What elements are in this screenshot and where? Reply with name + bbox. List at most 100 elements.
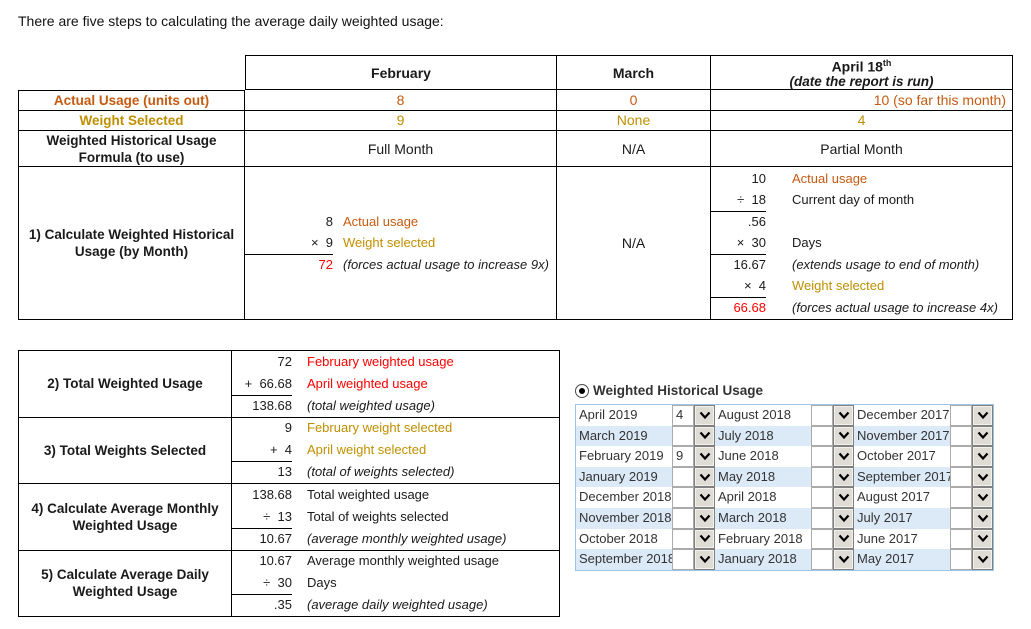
dropdown-button[interactable] [833,549,854,570]
month-label: March 2018 [718,509,787,525]
dropdown-button[interactable] [972,425,993,447]
weight-value-box[interactable] [950,466,972,488]
dropdown-button[interactable] [694,425,715,447]
weight-value-box[interactable] [811,549,833,570]
weight-value-box[interactable] [950,446,972,467]
weight-value-box[interactable] [672,528,694,550]
dropdown-button[interactable] [833,487,854,508]
dropdown-button[interactable] [694,446,715,467]
dropdown-button[interactable] [833,528,854,550]
weight-value-box[interactable] [672,425,694,447]
calc-label: Total of weights selected [307,508,449,524]
month-grid-column: April 2019 4 March 2019 February 2019 9 Janua… [576,405,715,570]
calc-number: 138.68 [252,397,292,413]
cell-weight-selected-march: None [557,110,711,131]
calc-number: .56 [747,213,766,229]
col-header-april: April 18th (date the report is run) [711,55,1013,90]
dropdown-button[interactable] [833,507,854,529]
cell-formula-april: Partial Month [711,131,1013,167]
weight-value-box[interactable] [811,528,833,550]
dropdown-button[interactable] [833,466,854,488]
dropdown-button[interactable] [694,528,715,550]
calc-line: 10 Actual usage [711,168,1012,190]
weight-value-box[interactable] [811,466,833,488]
month-label: April 2018 [718,489,777,505]
weighted-historical-usage-radio[interactable]: Weighted Historical Usage [575,383,995,398]
weight-value-box[interactable] [811,425,833,447]
calc-number: × 9 [245,232,333,255]
weight-value-box[interactable] [950,528,972,550]
weight-value-box[interactable] [672,466,694,488]
month-dropdown-row: February 2019 9 [576,446,715,467]
col-header-february-label: February [371,64,431,81]
step3-label: 3) Total Weights Selected [19,417,232,484]
dropdown-button[interactable] [833,446,854,467]
weight-value-box[interactable] [811,507,833,529]
cell-formula-february: Full Month [245,131,557,167]
month-label: January 2019 [579,468,658,484]
month-label: September 2017 [857,468,950,484]
weight-value-box[interactable] [811,487,833,508]
month-label: November 2017 [857,427,950,443]
weight-value-box[interactable] [950,507,972,529]
dropdown-button[interactable] [694,466,715,488]
month-dropdown-row: May 2017 [854,549,993,570]
calc-number: 72 [277,353,292,369]
calc-number: 10.67 [259,530,292,546]
row-label-actual-usage: Actual Usage (units out) [18,90,245,111]
dropdown-button[interactable] [972,507,993,529]
dropdown-button[interactable] [972,528,993,550]
row-label-step1: 1) Calculate Weighted Historical Usage (… [18,167,245,320]
month-dropdown-row: January 2019 [576,466,715,488]
month-grid: April 2019 4 March 2019 February 2019 9 Janua… [575,404,994,571]
weight-value-box[interactable]: 4 [672,405,694,426]
weight-value-box[interactable] [950,405,972,426]
calc-number: 16.67 [733,256,766,272]
step2-label: 2) Total Weighted Usage [19,351,232,418]
calc-line: ÷ 30 Days [232,572,559,596]
weight-value-box[interactable] [950,487,972,508]
dropdown-button[interactable] [972,487,993,508]
dropdown-button[interactable] [694,549,715,570]
dropdown-button[interactable] [833,425,854,447]
calc-label: Weight selected [343,235,436,251]
dropdown-button[interactable] [694,487,715,508]
month-label: April 2019 [579,407,638,422]
dropdown-button[interactable] [694,507,715,529]
dropdown-button[interactable] [972,549,993,570]
calc-number: 72 [318,256,333,272]
month-dropdown-row: July 2018 [715,425,854,447]
chevron-down-icon [838,514,849,522]
month-dropdown-row: December 2018 [576,487,715,508]
calc-number: 10 [751,170,766,186]
calc-line: .35 (average daily weighted usage) [232,594,559,616]
dropdown-button[interactable] [972,446,993,467]
dropdown-button[interactable] [972,466,993,488]
weight-value-box[interactable] [811,446,833,467]
calc-label: Days [307,575,337,591]
weight-value-box[interactable] [672,487,694,508]
month-dropdown-row: March 2019 [576,425,715,447]
month-dropdown-row: June 2018 [715,446,854,467]
calc-line: ÷ 13 Total of weights selected [232,506,559,529]
weight-value-box[interactable] [672,507,694,529]
calc-line: .56 [711,211,1012,233]
month-grid-column: August 2018 July 2018 June 2018 May 2018 Apr… [715,405,854,570]
weight-value-box[interactable] [950,549,972,570]
weight-value-box[interactable]: 9 [672,446,694,467]
intro-text: There are five steps to calculating the … [18,13,444,29]
header-empty-cell [18,55,245,90]
step2-calc: 72 February weighted usage + 66.68 April we… [232,351,559,417]
step4-calc-cell: 138.68 Total weighted usage ÷ 13 Total of w… [232,484,560,551]
weight-value-box[interactable] [672,549,694,570]
weight-value-box[interactable] [811,405,833,426]
dropdown-button[interactable] [694,405,715,426]
col-header-april-subtitle: (date the report is run) [789,74,934,90]
calc-label: (average monthly weighted usage) [307,530,507,546]
weight-value-box[interactable] [950,425,972,447]
dropdown-button[interactable] [972,405,993,426]
month-dropdown-row: October 2017 [854,446,993,467]
calc-line: 16.67 (extends usage to end of month) [711,254,1012,276]
month-label: July 2017 [857,509,913,525]
dropdown-button[interactable] [833,405,854,426]
